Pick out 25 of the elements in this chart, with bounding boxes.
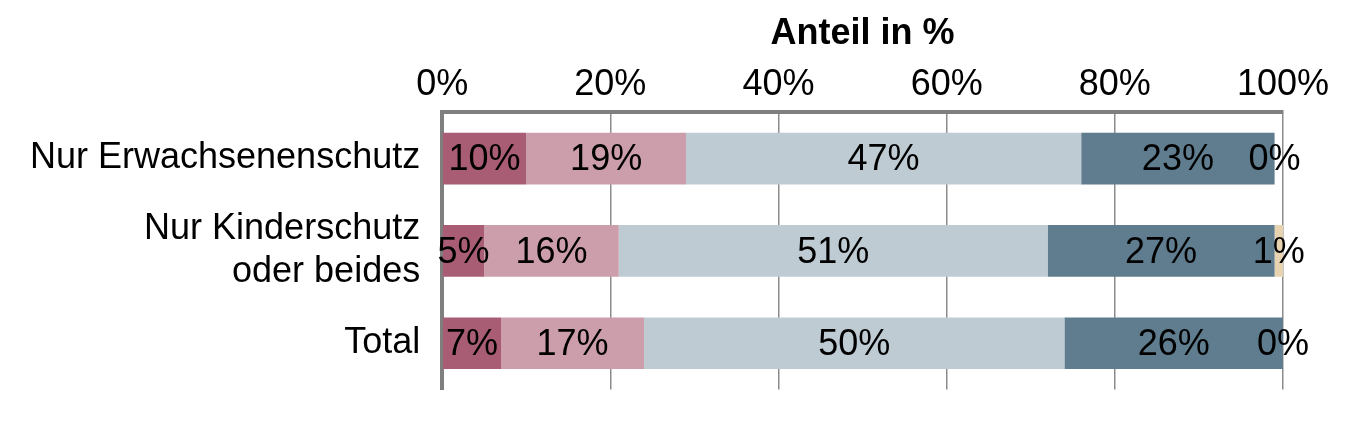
data-label: 10% bbox=[448, 137, 521, 179]
x-tick-label: 80% bbox=[1078, 61, 1151, 103]
x-tick-label: 40% bbox=[742, 61, 815, 103]
data-label: 47% bbox=[847, 137, 920, 179]
y-tick-label: Total bbox=[344, 320, 421, 362]
data-label: 23% bbox=[1141, 137, 1214, 179]
bar bbox=[686, 132, 1082, 185]
data-label: 19% bbox=[570, 137, 643, 179]
data-label: 17% bbox=[536, 322, 609, 364]
data-label: 26% bbox=[1137, 322, 1210, 364]
y-tick-label: Nur Kinderschutz oder beides bbox=[144, 206, 421, 291]
x-tick-label: 0% bbox=[416, 61, 469, 103]
y-tick-label: Nur Erwachsenenschutz bbox=[29, 135, 421, 177]
data-label: 7% bbox=[445, 322, 498, 364]
x-tick-label: 60% bbox=[910, 61, 983, 103]
bar bbox=[618, 225, 1048, 277]
bar bbox=[501, 317, 644, 370]
x-tick-label: 20% bbox=[574, 61, 647, 103]
data-label: 50% bbox=[818, 322, 891, 364]
x-tick-label: 100% bbox=[1236, 61, 1330, 103]
data-label: 27% bbox=[1125, 229, 1198, 271]
x-axis-title: Anteil in % bbox=[770, 10, 955, 52]
bar bbox=[643, 317, 1065, 370]
data-label: 16% bbox=[515, 229, 588, 271]
data-label: 51% bbox=[797, 229, 870, 271]
